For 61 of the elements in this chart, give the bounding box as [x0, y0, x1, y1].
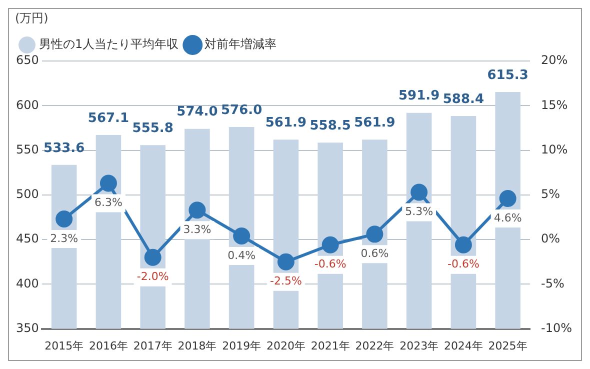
y2-tick-label: -5% [541, 276, 564, 290]
data-label: 615.3 [487, 68, 528, 83]
data-label: -2.0% [136, 270, 169, 284]
point [322, 236, 339, 254]
x-tick-label: 2019年 [222, 339, 262, 352]
y2-tick-label: 20% [541, 53, 568, 68]
data-label: 558.5 [310, 118, 351, 134]
y-tick-label: 550 [16, 142, 39, 156]
data-label: 6.3% [94, 196, 122, 210]
x-tick-label: 2017年 [133, 339, 172, 352]
data-label: 555.8 [132, 120, 174, 136]
point [410, 184, 428, 201]
x-tick-label: 2023年 [400, 339, 439, 352]
point [144, 248, 162, 266]
data-label: 533.6 [44, 140, 85, 156]
y-tick-label: 650 [16, 53, 39, 68]
data-label: -2.5% [270, 274, 302, 288]
x-tick-label: 2018年 [178, 339, 217, 352]
x-tick-label: 2016年 [88, 339, 128, 352]
data-label: 0.4% [228, 248, 256, 262]
point [100, 174, 117, 192]
y-tick-label: 450 [16, 232, 39, 246]
x-tick-label: 2024年 [444, 339, 483, 352]
point [188, 202, 206, 219]
data-label: 574.0 [176, 104, 218, 120]
y2-tick-label: 0% [541, 232, 560, 246]
y-tick-label: 600 [16, 98, 39, 112]
x-tick-label: 2015年 [44, 339, 84, 352]
data-label: 4.6% [494, 211, 522, 224]
y-tick-label: 500 [16, 187, 39, 202]
data-label: 561.9 [354, 116, 396, 131]
y-tick-label: 350 [16, 320, 39, 335]
data-label: -0.6% [314, 258, 346, 271]
legend-label: 対前年増減率 [204, 37, 277, 52]
data-label: 3.3% [183, 222, 212, 236]
y2-tick-label: 10% [541, 142, 568, 156]
data-label: 588.4 [442, 92, 484, 107]
y-tick-label: 400 [16, 276, 39, 290]
y2-tick-label: 5% [541, 187, 560, 202]
point [499, 190, 516, 207]
data-label: 576.0 [221, 102, 262, 118]
x-tick-label: 2025年 [488, 339, 528, 352]
y-axis-title: (万円) [15, 11, 48, 26]
data-label: 0.6% [360, 247, 389, 260]
point [233, 227, 250, 244]
point [454, 236, 472, 254]
data-label: -0.6% [447, 258, 480, 271]
point [366, 226, 384, 243]
data-label: 591.9 [398, 88, 440, 104]
legend-label: 男性の1人当たり平均年収 [39, 37, 179, 52]
data-label: 561.9 [265, 116, 307, 131]
point [56, 210, 73, 228]
x-tick-label: 2020年 [266, 339, 306, 352]
x-tick-label: 2021年 [310, 339, 350, 352]
point [277, 253, 294, 270]
y2-tick-label: 15% [541, 98, 568, 112]
data-label: 2.3% [50, 232, 78, 245]
data-label: 567.1 [88, 110, 130, 126]
x-tick-label: 2022年 [355, 339, 394, 352]
data-label: 5.3% [405, 205, 434, 218]
y2-tick-label: -10% [541, 320, 572, 335]
